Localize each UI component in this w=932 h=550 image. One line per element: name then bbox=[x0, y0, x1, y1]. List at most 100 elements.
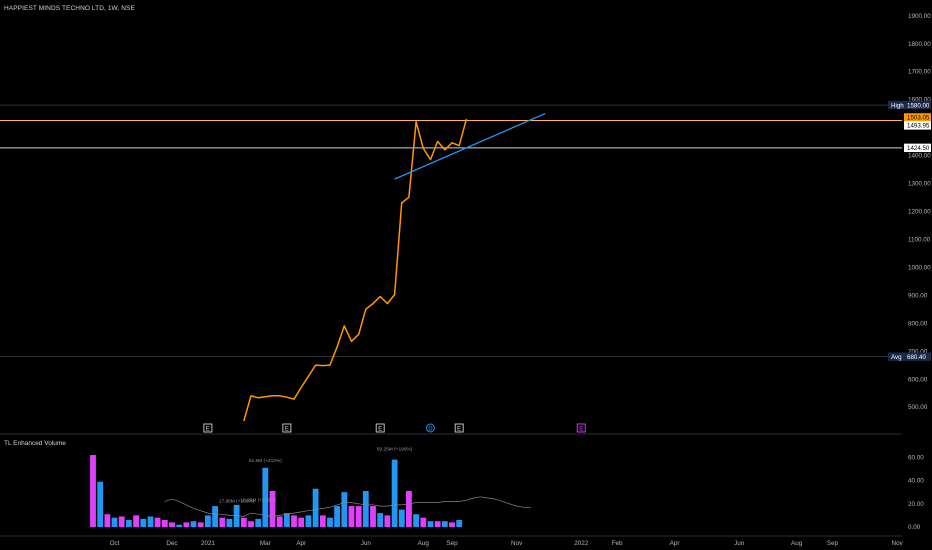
volume-y-tick-label: 20.00 bbox=[908, 501, 924, 508]
volume-bar bbox=[169, 522, 175, 527]
event-marker-label: E bbox=[206, 426, 210, 432]
volume-bar bbox=[427, 521, 434, 527]
x-tick-label: Sep bbox=[827, 540, 839, 547]
x-tick-label: Apr bbox=[670, 540, 680, 547]
volume-bar bbox=[406, 491, 412, 527]
event-marker-label: E bbox=[378, 426, 382, 432]
volume-bar bbox=[362, 491, 369, 527]
trend-line bbox=[394, 112, 546, 180]
y-tick-label: 800.00 bbox=[908, 320, 928, 327]
y-tick-label: 1200.00 bbox=[908, 209, 931, 216]
dividend-marker bbox=[426, 423, 435, 433]
volume-bar bbox=[341, 492, 348, 527]
x-tick-label: Aug bbox=[791, 540, 803, 547]
volume-bar bbox=[226, 518, 233, 527]
volume-bar bbox=[449, 522, 455, 527]
chart-title: HAPPIEST MINDS TECHNO LTD, 1W, NSE bbox=[4, 5, 135, 12]
price-line bbox=[243, 118, 468, 422]
y-tick-label: 1300.00 bbox=[908, 181, 931, 188]
level-label-badge bbox=[888, 352, 904, 361]
event-marker-label: D bbox=[428, 426, 433, 432]
volume-bar bbox=[233, 504, 240, 527]
volume-bar bbox=[348, 506, 355, 527]
event-marker-label: E bbox=[579, 426, 583, 432]
price-level-badge bbox=[904, 143, 931, 153]
y-tick-label: 1800.00 bbox=[908, 41, 931, 48]
level-label: High bbox=[891, 102, 904, 109]
x-tick-label: Jun bbox=[734, 540, 745, 547]
x-tick-label: 2021 bbox=[201, 540, 216, 547]
earnings-marker bbox=[203, 423, 213, 433]
volume-bar bbox=[219, 517, 226, 527]
volume-bar bbox=[126, 520, 132, 527]
volume-bar bbox=[190, 521, 197, 527]
volume-bar bbox=[305, 515, 312, 527]
volume-bar bbox=[248, 521, 254, 527]
volume-annotation: 51.6M (+212%) bbox=[249, 458, 282, 464]
volume-y-tick-label: 60.00 bbox=[908, 454, 924, 461]
volume-bar bbox=[413, 514, 419, 527]
volume-bar bbox=[434, 521, 441, 527]
y-tick-label: 600.00 bbox=[908, 376, 928, 383]
price-level-value: 1503.05 bbox=[907, 115, 930, 122]
x-tick-label: Apr bbox=[296, 540, 306, 547]
volume-bar bbox=[391, 459, 398, 527]
volume-bar bbox=[183, 522, 190, 527]
y-tick-label: 1000.00 bbox=[908, 264, 931, 271]
volume-bar bbox=[319, 515, 326, 527]
earnings-marker bbox=[454, 423, 464, 433]
volume-bar bbox=[370, 506, 376, 527]
y-tick-label: 900.00 bbox=[908, 292, 928, 299]
x-tick-label: Sep bbox=[446, 540, 458, 547]
volume-annotation: 17.96M (+105%) bbox=[219, 499, 255, 505]
volume-bar bbox=[262, 467, 269, 528]
x-tick-label: 2022 bbox=[574, 540, 589, 547]
volume-bar bbox=[312, 488, 319, 527]
volume-bar bbox=[420, 517, 427, 527]
volume-bar bbox=[212, 506, 218, 527]
volume-bar bbox=[111, 517, 118, 527]
volume-bar bbox=[240, 517, 247, 527]
earnings-marker bbox=[282, 423, 292, 433]
volume-ma-line bbox=[164, 496, 531, 517]
x-tick-label: Nov bbox=[511, 540, 523, 547]
volume-bar bbox=[255, 518, 262, 527]
volume-bar bbox=[205, 515, 211, 527]
volume-bar bbox=[118, 516, 125, 527]
price-level-value: 1493.95 bbox=[907, 123, 930, 130]
x-tick-label: Feb bbox=[612, 540, 623, 547]
volume-y-tick-label: 0.00 bbox=[908, 524, 921, 531]
y-tick-label: 500.00 bbox=[908, 404, 928, 411]
volume-annotation: 18.29M (+136%) bbox=[240, 497, 276, 503]
volume-bar bbox=[147, 516, 154, 527]
volume-bar bbox=[298, 517, 305, 527]
volume-bar bbox=[384, 515, 391, 527]
x-tick-label: Dec bbox=[166, 540, 177, 547]
volume-bar bbox=[133, 515, 139, 527]
x-tick-label: Mar bbox=[260, 540, 271, 547]
volume-bar bbox=[154, 517, 161, 527]
volume-bar bbox=[355, 506, 362, 527]
price-level-value: 1424.50 bbox=[907, 145, 930, 152]
x-tick-label: Aug bbox=[418, 540, 430, 547]
volume-bar bbox=[334, 506, 340, 527]
price-level-value: 1580.00 bbox=[907, 102, 930, 109]
volume-bar bbox=[377, 513, 384, 527]
volume-bar bbox=[90, 455, 96, 527]
volume-bar bbox=[456, 520, 463, 527]
y-tick-label: 700.00 bbox=[908, 348, 928, 355]
event-marker-label: E bbox=[457, 426, 461, 432]
volume-annotation: 59.25M (+196%) bbox=[377, 446, 413, 452]
volume-y-tick-label: 40.00 bbox=[908, 478, 924, 485]
price-level-badge bbox=[904, 113, 931, 122]
volume-bar bbox=[398, 509, 405, 527]
volume-bar bbox=[276, 516, 283, 527]
x-tick-label: Nov bbox=[892, 540, 904, 547]
price-level-badge bbox=[904, 352, 931, 361]
volume-bar bbox=[176, 524, 183, 527]
level-label-badge bbox=[888, 100, 904, 110]
earnings-marker bbox=[375, 423, 385, 433]
volume-bar bbox=[197, 522, 204, 527]
